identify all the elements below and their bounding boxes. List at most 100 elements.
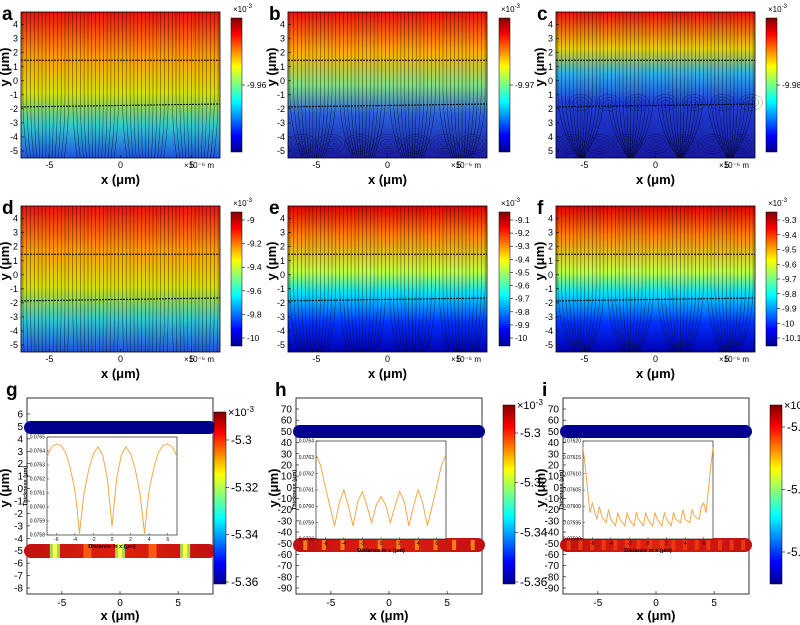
streamline — [630, 12, 635, 159]
streamline — [322, 206, 329, 353]
y-tick-label: -30 — [278, 516, 293, 527]
inset-x-tick-label: 6 — [435, 541, 438, 547]
inset-x-tick-label: 2 — [129, 537, 132, 543]
y-axis-label: y (μm) — [533, 468, 548, 507]
streamline — [684, 206, 693, 353]
streamline — [657, 12, 679, 159]
streamline — [80, 206, 82, 353]
streamline — [389, 12, 403, 159]
streamline — [56, 206, 58, 353]
bottom-bar-hotspot — [613, 540, 618, 550]
streamline — [706, 206, 722, 353]
y-tick-label: -1 — [277, 90, 285, 100]
bottom-bar-hotspot — [717, 540, 722, 550]
streamline — [175, 12, 181, 159]
streamline — [730, 12, 735, 159]
streamline — [160, 12, 165, 159]
streamline — [722, 12, 730, 159]
y-tick-label: -4 — [14, 534, 23, 545]
inset-plot: 0.0758 0.0759 0.0760 0.0761 0.0762 0.0763 0.07… — [23, 435, 178, 550]
streamline — [582, 206, 585, 353]
colorbar-tick-label: -9.3 — [515, 241, 530, 251]
inset-y-tick-label: 0.07620 — [563, 439, 581, 445]
colorbar-tick-label: -5.3 — [231, 433, 252, 447]
vortex-loop — [697, 134, 727, 154]
inset-curve — [582, 447, 714, 528]
y-tick-label: -80 — [545, 572, 560, 583]
vortex-loop — [594, 141, 603, 147]
streamline — [91, 12, 93, 159]
streamline — [618, 206, 627, 353]
streamline — [582, 12, 601, 159]
streamline — [404, 206, 408, 353]
colorbar-tick-label: -9.3 — [782, 215, 797, 225]
streamline — [586, 206, 597, 353]
panel-b: b 4 3 2 1 0 -1 -2 -3 -4 -5 -5 0 5×10⁻⁶ m x (μm) y (μm) ×… — [264, 4, 535, 187]
streamline — [454, 206, 458, 353]
vortex-loop — [291, 136, 314, 152]
streamline — [60, 206, 62, 353]
colorbar-tick-label: -9.96 — [247, 80, 267, 90]
x-tick-label: 5 — [456, 354, 461, 364]
streamline — [314, 12, 317, 159]
y-tick-label: 1 — [13, 256, 18, 266]
y-tick-label: -1 — [277, 284, 285, 294]
bottom-bar-hotspot — [118, 544, 122, 558]
x-tick-label: 5 — [444, 598, 450, 609]
panel-label: e — [269, 198, 280, 219]
streamline — [63, 12, 70, 159]
streamline — [588, 206, 601, 353]
inset-x-label: Distance in x (μm) — [624, 548, 672, 554]
vortex-loop — [710, 94, 735, 111]
streamlines — [557, 206, 754, 353]
vortex-loop — [372, 134, 403, 154]
inset-y-tick-label: 0.0761 — [30, 491, 46, 497]
streamline — [427, 206, 436, 353]
y-tick-label: -5 — [277, 340, 285, 350]
streamline — [454, 12, 459, 159]
streamline — [322, 12, 337, 159]
x-axis-label: x (μm) — [369, 608, 408, 623]
x-axis-label: x (μm) — [368, 366, 407, 381]
streamline — [308, 206, 311, 353]
streamline — [672, 12, 680, 159]
x-tick-label: 5 — [189, 354, 194, 364]
y-tick-label: -2 — [277, 298, 285, 308]
streamline — [171, 206, 174, 353]
colorbar-tick-label: -9.5 — [782, 245, 797, 255]
inset-plot: 0.07590 0.07595 0.07600 0.07605 0.07610 0.076… — [559, 439, 714, 554]
streamline — [183, 206, 185, 353]
inset-x-label: Distance in x (μm) — [357, 548, 405, 554]
streamline — [450, 12, 458, 159]
streamline — [581, 12, 589, 159]
vortex-loop — [644, 136, 667, 152]
panel-f: f 4 3 2 1 0 -1 -2 -3 -4 -5 -5 0 5×10⁻⁶ m x (μm) y (μm) ×… — [532, 198, 800, 381]
streamline — [400, 206, 406, 353]
contour-line — [555, 297, 756, 302]
vortex-loop — [629, 96, 646, 109]
y-tick-label: -3 — [545, 312, 553, 322]
bottom-bar-hotspot — [671, 540, 676, 550]
inset-plot: 0.0758 0.0759 0.0760 0.0761 0.0762 0.0763 0.07… — [292, 439, 447, 554]
y-tick-label: 0 — [280, 270, 285, 280]
streamline — [422, 206, 428, 353]
y-tick-label: 1 — [280, 256, 285, 266]
inset-x-tick-label: 0 — [111, 537, 114, 543]
y-axis-label: y (μm) — [532, 47, 547, 86]
x-tick-label: 0 — [653, 598, 659, 609]
colorbar-tick-label: -9.6 — [247, 286, 262, 296]
streamlines — [22, 12, 219, 159]
streamline — [289, 12, 303, 159]
colorbar-tick-label: -5.34 — [520, 525, 548, 539]
y-tick-label: 0 — [286, 483, 292, 494]
y-tick-label: 50 — [281, 427, 293, 438]
y-tick-label: -3 — [10, 312, 18, 322]
streamlines — [22, 206, 219, 353]
vortex-loop — [733, 138, 749, 149]
bottom-bar-hotspot — [396, 540, 401, 550]
streamline — [297, 12, 307, 159]
bottom-bar-hotspot — [183, 544, 188, 558]
streamline — [469, 206, 474, 353]
inset-y-tick-label: 0.0765 — [30, 435, 46, 441]
panel-i: i706050403020100-10-20-30-40-50-60-70-80… — [533, 380, 800, 623]
